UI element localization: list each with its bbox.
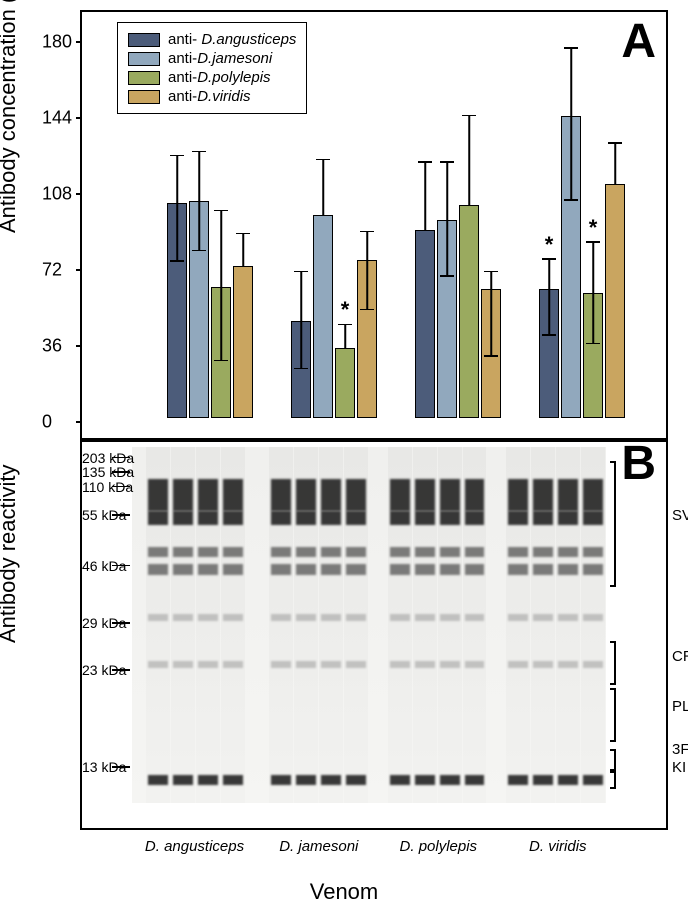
bar [233,266,253,418]
gel-lane [146,447,170,803]
gel-lane [344,447,368,803]
y-tick-label: 144 [42,108,74,129]
gel-group [506,447,606,803]
gel-lane [221,447,245,803]
gel-lane [438,447,462,803]
legend-text: anti-D.viridis [168,88,251,105]
y-tick-label: 0 [42,412,74,433]
gel-lane [269,447,293,803]
legend-swatch [128,90,160,104]
panel-a: A anti- D.angusticepsanti-D.jamesonianti… [80,10,668,440]
protein-label: CRISP [666,648,672,665]
legend-text: anti- D.angusticeps [168,31,296,48]
legend-item: anti- D.angusticeps [128,31,296,48]
legend-swatch [128,52,160,66]
gel-lane [294,447,318,803]
legend-text: anti-D.jamesoni [168,50,272,67]
bar [459,205,479,418]
legend-text: anti-D.polylepis [168,69,271,86]
venom-group-label: D. polylepis [400,838,478,855]
y-tick-label: 72 [42,260,74,281]
legend-swatch [128,71,160,85]
mw-marker-label: 110 kDa [82,479,86,495]
gel-area [132,447,606,803]
y-axis-label-b: Antibody reactivity [0,464,21,643]
gel-lane [388,447,412,803]
legend-item: anti-D.viridis [128,88,296,105]
mw-marker-label: 23 kDa [82,662,86,678]
gel-lane [319,447,343,803]
mw-marker-label: 46 kDa [82,558,86,574]
bar [313,215,333,418]
x-axis-label: Venom [0,879,688,905]
venom-group-label: D. jamesoni [279,838,358,855]
venom-group-label: D. angusticeps [145,838,244,855]
bar [605,184,625,418]
gel-lane [556,447,580,803]
protein-label: SVMPs [666,507,672,524]
protein-label: 3FTx [666,741,672,758]
significance-star: * [589,215,598,241]
legend-item: anti-D.polylepis [128,69,296,86]
gel-group [269,447,369,803]
protein-label: KI [666,759,672,776]
gel-lane [196,447,220,803]
gel-lane [531,447,555,803]
legend: anti- D.angusticeps anti-D.jamesoni anti-D… [117,22,307,114]
mw-marker-label: 13 kDa [82,759,86,775]
gel-lane [171,447,195,803]
bar [415,230,435,418]
significance-star: * [545,232,554,258]
y-axis-label-a: Antibody concentration (%) [0,0,21,233]
gel-group [388,447,488,803]
y-tick-label: 36 [42,336,74,357]
legend-swatch [128,33,160,47]
figure-container: A anti- D.angusticepsanti-D.jamesonianti… [0,0,688,920]
panel-b-label: B [621,436,656,491]
bar [335,348,355,418]
y-tick-label: 180 [42,32,74,53]
panel-b: B 203 kDa135 kDa110 kDa55 kDa46 kDa29 kD… [80,440,668,830]
y-tick-label: 108 [42,184,74,205]
gel-lane [413,447,437,803]
legend-item: anti-D.jamesoni [128,50,296,67]
protein-label: PLA2 [666,698,672,718]
venom-group-label: D. viridis [529,838,587,855]
mw-marker-label: 29 kDa [82,615,86,631]
gel-group [146,447,246,803]
gel-lane [506,447,530,803]
gel-lane [463,447,487,803]
mw-marker-label: 55 kDa [82,507,86,523]
significance-star: * [341,297,350,323]
gel-lane [581,447,605,803]
